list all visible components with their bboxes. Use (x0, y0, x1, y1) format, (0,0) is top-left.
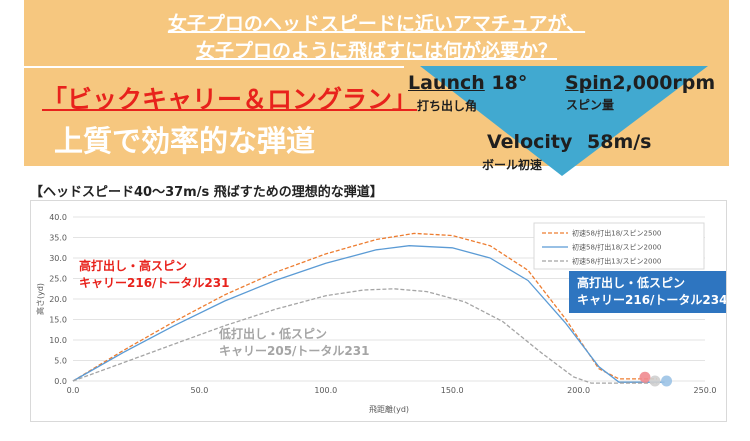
tagline-big-carry-long-run: 「ビックキャリー＆ロングラン」 (42, 85, 418, 114)
annotation-high-launch-low-spin: 高打出し・低スピン (577, 275, 685, 290)
y-tick-label: 25.0 (49, 275, 67, 284)
launch-caption: 打ち出し角 (417, 99, 478, 113)
series-line-2 (72, 245, 665, 383)
annotation-box-blue (569, 271, 726, 313)
y-axis-title: 高さ(yd) (35, 283, 45, 315)
velocity-metric: Velocity 58m/s (487, 131, 652, 153)
ball-marker-gray (649, 375, 661, 387)
triangle-shape (420, 66, 708, 176)
annotation-low-launch-low-spin-distance: キャリー205/トータル231 (219, 344, 369, 358)
legend-label-1: 初速58/打出18/スピン2500 (572, 229, 661, 238)
banner-divider (24, 66, 404, 68)
legend-label-2: 初速58/打出18/スピン2000 (572, 243, 661, 252)
x-tick-label: 100.0 (314, 386, 337, 395)
spin-caption: スピン量 (566, 98, 615, 112)
y-tick-label: 5.0 (54, 357, 67, 366)
y-tick-label: 0.0 (54, 377, 67, 386)
annotation-high-launch-high-spin: 高打出し・高スピン (79, 258, 187, 273)
launch-metric: Launch 18° (408, 72, 527, 94)
x-tick-label: 200.0 (567, 386, 590, 395)
y-tick-label: 10.0 (49, 336, 67, 345)
y-tick-label: 35.0 (49, 234, 67, 243)
annotation-high-launch-high-spin-distance: キャリー216/トータル231 (79, 276, 229, 290)
x-tick-label: 0.0 (67, 386, 80, 395)
tagline-efficient-trajectory: 上質で効率的な弾道 (54, 124, 316, 158)
chart-heading: 【ヘッドスピード40〜37m/s 飛ばすための理想的な弾道】 (30, 185, 383, 200)
headline-line-2: 女子プロのように飛ばすには何が必要か？ (195, 40, 557, 62)
series-line-1 (72, 232, 657, 382)
x-tick-label: 50.0 (190, 386, 208, 395)
y-tick-label: 30.0 (49, 254, 67, 263)
annotation-low-launch-low-spin: 低打出し・低スピン (218, 326, 327, 341)
trajectory-chart: 0.0 5.0 10.0 15.0 20.0 25.0 30.0 35.0 40.0 0.0 50.… (30, 200, 727, 422)
legend-label-3: 初速58/打出13/スピン2000 (572, 257, 661, 266)
y-tick-label: 40.0 (49, 213, 67, 222)
headline-line-1: 女子プロのヘッドスピードに近いアマチュアが、 (167, 13, 586, 35)
y-tick-label: 15.0 (49, 316, 67, 325)
chart-canvas: 0.0 5.0 10.0 15.0 20.0 25.0 30.0 35.0 40.0 0.0 50.… (35, 213, 726, 414)
x-axis-title: 飛距離(yd) (369, 404, 409, 414)
spin-metric: Spin2,000rpm (565, 72, 715, 94)
launch-spin-velocity-triangle (420, 66, 708, 176)
x-tick-label: 250.0 (694, 386, 717, 395)
velocity-value: 58m/s (587, 131, 652, 153)
velocity-label: Velocity (487, 131, 573, 153)
annotation-high-launch-low-spin-distance: キャリー216/トータル234 (577, 293, 726, 307)
launch-label: Launch (408, 72, 485, 94)
spin-label: Spin (565, 72, 613, 94)
spin-value: 2,000rpm (612, 72, 716, 94)
launch-value: 18° (491, 72, 528, 94)
ball-marker-red (639, 371, 651, 383)
x-tick-label: 150.0 (441, 386, 464, 395)
ball-marker-blue (661, 375, 673, 387)
velocity-caption: ボール初速 (482, 158, 543, 172)
y-tick-label: 20.0 (49, 295, 67, 304)
